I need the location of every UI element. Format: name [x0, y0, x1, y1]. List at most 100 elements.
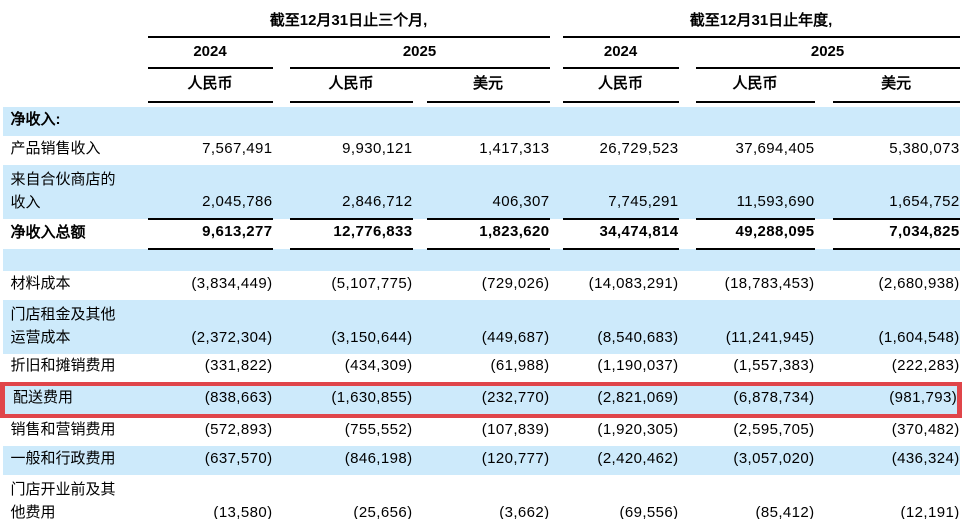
- value-cell: 1,654,752: [832, 165, 960, 220]
- value-cell: 12,776,833: [289, 219, 413, 250]
- label-column-header: [3, 6, 148, 37]
- value-cell: (331,822): [204, 357, 273, 374]
- value-cell: 9,613,277: [147, 219, 273, 250]
- value-cell: (18,783,453): [724, 275, 815, 292]
- value-cell: (61,988): [490, 357, 550, 374]
- value-cell: (2,680,938): [878, 275, 960, 292]
- row-label: 净收入总额: [10, 224, 86, 241]
- year-header-row: 2024 2025 2024 2025: [3, 37, 960, 69]
- value-cell: (434,309): [344, 357, 413, 374]
- value-cell: (1,190,037): [597, 357, 679, 374]
- period-header-row: 截至12月31日止三个月, 截至12月31日止年度,: [3, 6, 960, 38]
- currency-header-rmb: 人民币: [695, 68, 815, 103]
- currency-header-usd: 美元: [426, 68, 550, 103]
- row-label: 材料成本: [10, 275, 71, 292]
- financial-statement-table: 截至12月31日止三个月, 截至12月31日止年度, 2024 2025 202…: [0, 6, 963, 519]
- value-cell: (3,057,020): [733, 450, 815, 467]
- value-cell: (1,630,855): [289, 382, 413, 418]
- value-cell: (637,570): [204, 450, 273, 467]
- row-label: 配送费用: [0, 382, 148, 418]
- value-cell: (449,687): [481, 329, 550, 346]
- value-cell: (2,595,705): [733, 421, 815, 438]
- value-cell: 2,045,786: [147, 165, 273, 220]
- total-row: 净收入总额 9,613,277 12,776,833 1,823,620 34,…: [3, 219, 960, 250]
- value-cell: (3,834,449): [191, 275, 273, 292]
- quarter-2024-header: 2024: [147, 37, 273, 69]
- value-cell: (8,540,683): [597, 329, 679, 346]
- value-cell: 406,307: [426, 165, 550, 220]
- table-row: 来自合伙商店的 收入 2,045,786 2,846,712 406,307 7…: [2, 165, 960, 220]
- row-label-line1: 来自合伙商店的: [10, 171, 116, 188]
- value-cell: (981,793): [832, 382, 963, 418]
- row-label: 门店开业前及其 他费用: [3, 475, 148, 519]
- value-cell: (13,580): [213, 504, 273, 519]
- value-cell: (1,604,548): [878, 329, 960, 346]
- quarter-period-header: 截至12月31日止三个月,: [147, 6, 550, 38]
- value-cell: (2,372,304): [191, 329, 273, 346]
- value-cell: (572,893): [204, 421, 273, 438]
- value-cell: (1,920,305): [597, 421, 679, 438]
- value-cell: (12,191): [900, 504, 960, 519]
- empty-row: [2, 249, 960, 271]
- group-gap: [550, 6, 563, 37]
- row-label-line1: 门店开业前及其: [10, 481, 116, 498]
- value-cell: (85,412): [755, 504, 815, 519]
- value-cell: (2,420,462): [597, 450, 679, 467]
- section-header-row: 净收入:: [2, 107, 960, 136]
- value-cell: (14,083,291): [588, 275, 679, 292]
- value-cell: 7,745,291: [562, 165, 679, 220]
- value-cell: 5,380,073: [889, 140, 960, 157]
- row-label-line2: 他费用: [10, 504, 56, 519]
- value-cell: 11,593,690: [695, 165, 815, 220]
- currency-header-row: 人民币 人民币 美元 人民币 人民币 美元: [3, 68, 960, 103]
- currency-header-rmb: 人民币: [562, 68, 679, 103]
- value-cell: (6,878,734): [695, 382, 815, 418]
- value-cell: (436,324): [891, 450, 960, 467]
- value-cell: (107,839): [481, 421, 550, 438]
- row-label-line2: 运营成本: [10, 329, 71, 346]
- currency-header-rmb: 人民币: [147, 68, 273, 103]
- quarter-2025-header: 2025: [289, 37, 550, 69]
- currency-header-rmb: 人民币: [289, 68, 413, 103]
- value-cell: 1,823,620: [426, 219, 550, 250]
- value-cell: 9,930,121: [342, 140, 413, 157]
- value-cell: 37,694,405: [735, 140, 815, 157]
- value-cell: (838,663): [147, 382, 273, 418]
- row-label: 一般和行政费用: [10, 450, 116, 467]
- value-cell: (3,662): [499, 504, 550, 519]
- value-cell: (222,283): [891, 357, 960, 374]
- value-cell: (5,107,775): [331, 275, 413, 292]
- table-row: 折旧和摊销费用 (331,822) (434,309) (61,988) (1,…: [3, 354, 960, 384]
- value-cell: (232,770): [426, 382, 550, 418]
- value-cell: 2,846,712: [289, 165, 413, 220]
- row-label-line1: 门店租金及其他: [10, 306, 116, 323]
- value-cell: (69,556): [619, 504, 679, 519]
- table-row: 门店租金及其他 运营成本 (2,372,304) (3,150,644) (44…: [2, 300, 960, 354]
- row-label: 销售和营销费用: [10, 421, 116, 438]
- table-row: 门店开业前及其 他费用 (13,580) (25,656) (3,662) (6…: [3, 475, 960, 519]
- value-cell: (120,777): [481, 450, 550, 467]
- row-label: 来自合伙商店的 收入: [3, 165, 148, 219]
- annual-2025-header: 2025: [695, 37, 960, 69]
- row-label-line2: 收入: [10, 194, 41, 211]
- row-label: 折旧和摊销费用: [10, 357, 116, 374]
- value-cell: 49,288,095: [695, 219, 815, 250]
- value-cell: (2,821,069): [562, 382, 679, 418]
- row-label: 产品销售收入: [10, 140, 101, 157]
- value-cell: (729,026): [481, 275, 550, 292]
- highlighted-table-row: 配送费用 (838,663) (1,630,855) (232,770) (2,…: [0, 382, 963, 418]
- annual-2024-header: 2024: [562, 37, 679, 69]
- value-cell: 1,417,313: [479, 140, 550, 157]
- value-cell: 7,567,491: [202, 140, 273, 157]
- value-cell: 34,474,814: [562, 219, 679, 250]
- table-row: 一般和行政费用 (637,570) (846,198) (120,777) (2…: [2, 446, 960, 475]
- value-cell: (370,482): [891, 421, 960, 438]
- value-cell: (11,241,945): [725, 329, 815, 346]
- value-cell: (846,198): [344, 450, 413, 467]
- value-cell: (755,552): [344, 421, 413, 438]
- value-cell: (25,656): [353, 504, 413, 519]
- row-label: 门店租金及其他 运营成本: [3, 300, 148, 354]
- value-cell: 7,034,825: [832, 219, 960, 250]
- value-cell: (3,150,644): [331, 329, 413, 346]
- table-row: 产品销售收入 7,567,491 9,930,121 1,417,313 26,…: [3, 136, 960, 165]
